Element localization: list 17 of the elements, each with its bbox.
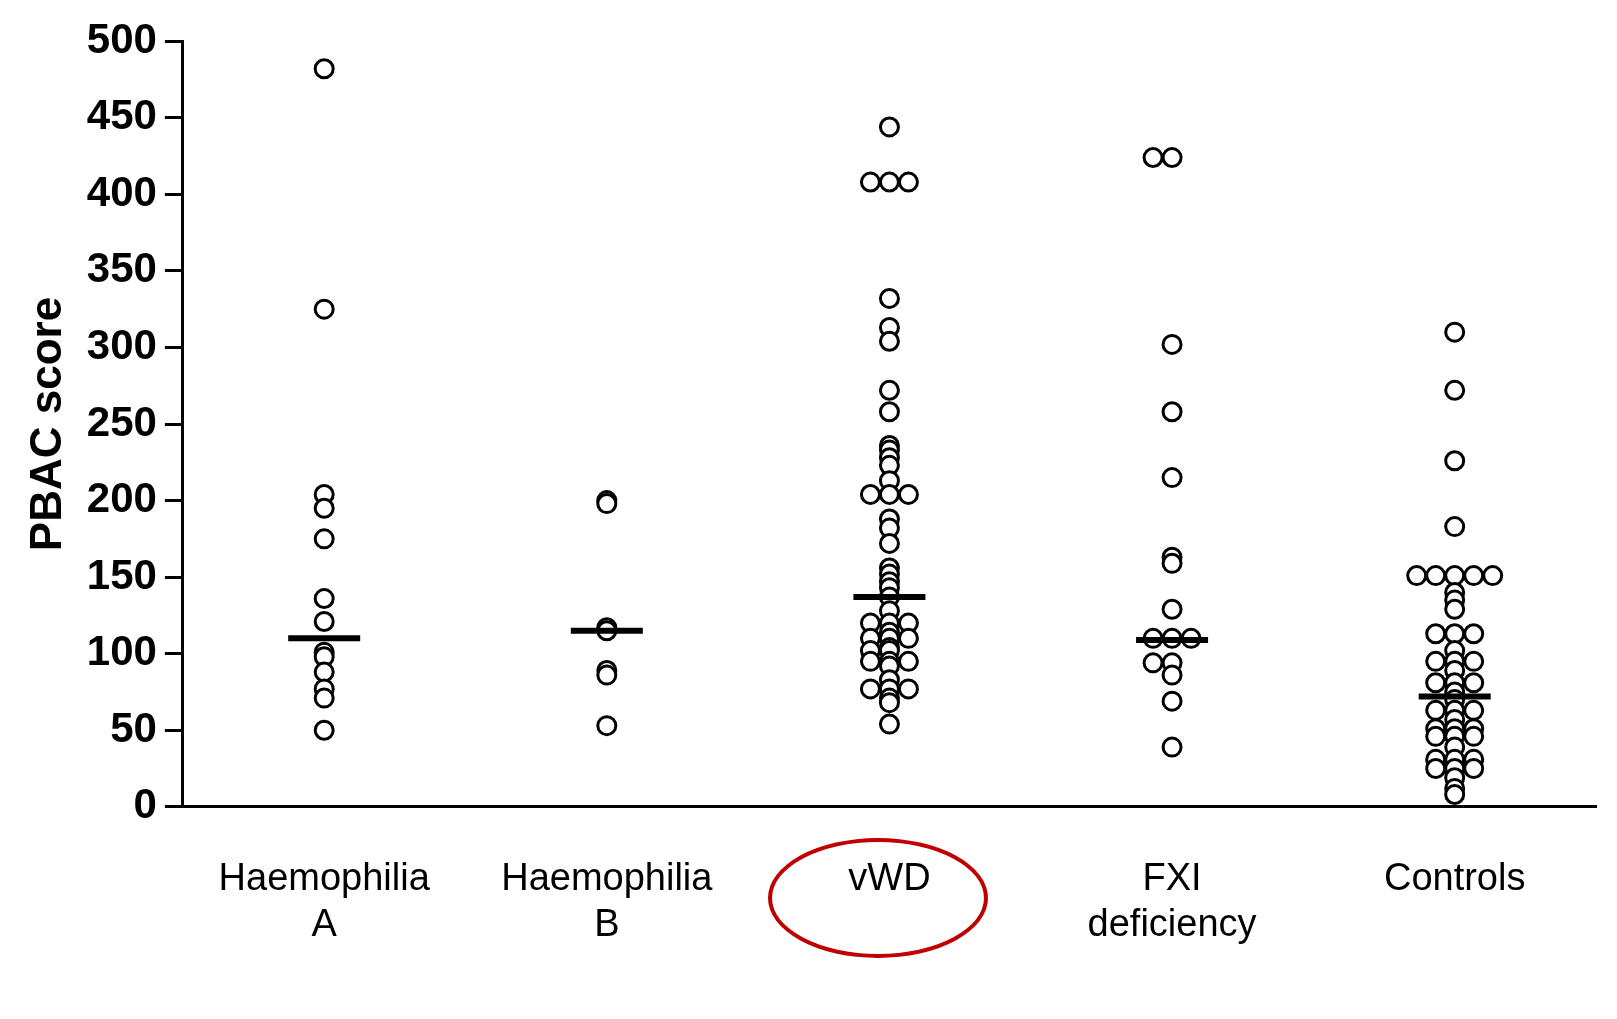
x-tick-label: FXI deficiency	[1087, 856, 1257, 944]
y-tick-label: 500	[86, 14, 157, 62]
y-tick-label: 0	[133, 780, 157, 828]
y-tick-label: 400	[86, 167, 157, 215]
y-tick-label: 200	[86, 474, 157, 522]
y-tick-label: 250	[86, 397, 157, 445]
x-tick-label: vWD	[848, 856, 931, 899]
y-tick-label: 100	[86, 627, 157, 675]
x-tick-label: Haemophilia B	[501, 856, 714, 944]
y-axis-title: PBAC score	[20, 296, 70, 552]
y-tick-label: 300	[86, 321, 157, 369]
y-tick-label: 450	[86, 91, 157, 139]
x-tick-label: Controls	[1383, 856, 1526, 899]
y-tick-label: 50	[110, 703, 157, 751]
x-tick-label: Haemophilia A	[218, 856, 431, 944]
y-tick-label: 150	[86, 550, 157, 598]
y-tick-label: 350	[86, 244, 157, 292]
